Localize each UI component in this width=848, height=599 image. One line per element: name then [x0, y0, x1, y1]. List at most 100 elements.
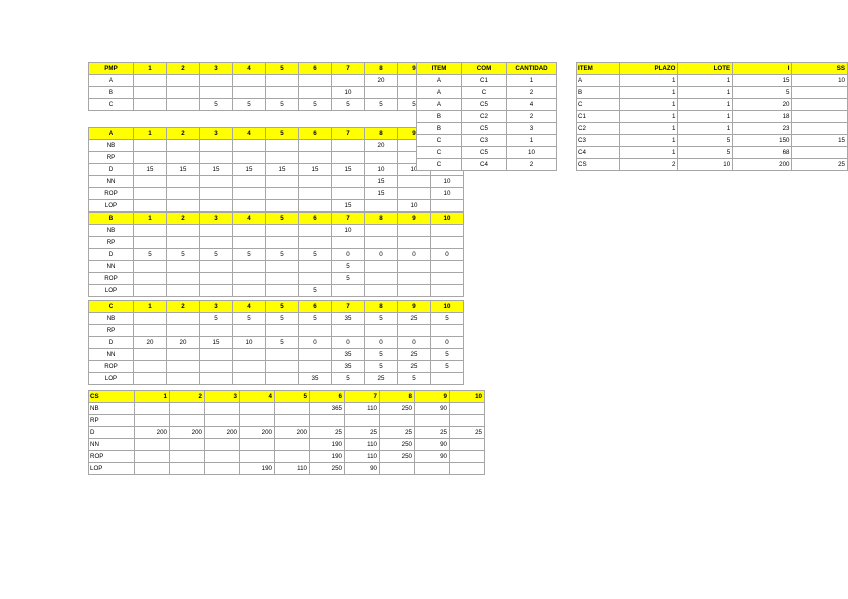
cell-nb-p2[interactable] [166, 139, 200, 152]
cell-nn-p8[interactable]: 250 [379, 438, 415, 451]
cell-r5-i[interactable]: 23 [732, 122, 793, 135]
cell-rop-p5[interactable] [265, 187, 299, 200]
cell-r3-com[interactable]: C5 [461, 98, 507, 111]
cell-d-p4[interactable]: 10 [232, 336, 266, 349]
cell-rp-p9[interactable] [397, 236, 431, 249]
cell-r1-i[interactable]: 15 [732, 74, 793, 87]
cell-nb-p5[interactable]: 5 [265, 312, 299, 325]
cell-rp-p10[interactable] [430, 324, 464, 337]
cell-rop-p2[interactable] [166, 272, 200, 285]
cell-r4-plazo[interactable]: 1 [618, 110, 679, 123]
cell-r2-lote[interactable]: 1 [677, 86, 734, 99]
cell-d-p8[interactable]: 0 [364, 336, 398, 349]
cell-lop-p6[interactable] [298, 199, 332, 212]
cell-c-p2[interactable] [166, 98, 200, 111]
cell-d-p2[interactable]: 5 [166, 248, 200, 261]
cell-r8-lote[interactable]: 10 [677, 158, 734, 171]
cell-r7-item[interactable]: C4 [576, 146, 620, 159]
cell-nb-p5[interactable] [265, 224, 299, 237]
cell-d-p5[interactable]: 200 [274, 426, 310, 439]
cell-rp-p7[interactable] [331, 151, 365, 164]
cell-d-p6[interactable]: 25 [309, 426, 345, 439]
cell-r5-lote[interactable]: 1 [677, 122, 734, 135]
cell-nb-p9[interactable]: 90 [414, 402, 450, 415]
cell-a-p7[interactable] [331, 74, 365, 87]
cell-lop-p7[interactable]: 5 [331, 372, 365, 385]
cell-rop-p3[interactable] [199, 272, 233, 285]
table-item-a[interactable]: A12345678910NB2010RPD1515151515151510101… [88, 127, 464, 212]
cell-r6-ss[interactable]: 15 [791, 134, 848, 147]
cell-rp-p1[interactable] [133, 324, 167, 337]
cell-c-p6[interactable]: 5 [298, 98, 332, 111]
cell-rop-p7[interactable]: 35 [331, 360, 365, 373]
cell-rop-p9[interactable]: 90 [414, 450, 450, 463]
cell-nn-p1[interactable] [134, 438, 170, 451]
cell-nn-p1[interactable] [133, 348, 167, 361]
cell-b-p8[interactable] [364, 86, 398, 99]
cell-rop-p8[interactable]: 5 [364, 360, 398, 373]
cell-lop-p10[interactable] [430, 372, 464, 385]
table-pmp[interactable]: PMP12345678910A2010B10C55555555 [88, 62, 464, 111]
cell-rp-p4[interactable] [232, 236, 266, 249]
cell-nn-p9[interactable]: 25 [397, 348, 431, 361]
cell-rp-p8[interactable] [364, 236, 398, 249]
cell-d-p2[interactable]: 15 [166, 163, 200, 176]
cell-r3-item[interactable]: A [416, 98, 462, 111]
cell-d-p5[interactable]: 15 [265, 163, 299, 176]
cell-d-p6[interactable]: 15 [298, 163, 332, 176]
cell-d-p9[interactable]: 0 [397, 248, 431, 261]
cell-r5-cantidad[interactable]: 3 [506, 122, 557, 135]
cell-d-p1[interactable]: 200 [134, 426, 170, 439]
cell-rp-p4[interactable] [232, 324, 266, 337]
cell-a-p1[interactable] [133, 74, 167, 87]
cell-d-p10[interactable]: 25 [449, 426, 485, 439]
cell-d-p2[interactable]: 20 [166, 336, 200, 349]
cell-d-p4[interactable]: 5 [232, 248, 266, 261]
cell-nn-p10[interactable] [449, 438, 485, 451]
cell-nb-p7[interactable]: 110 [344, 402, 380, 415]
cell-nb-p6[interactable] [298, 224, 332, 237]
cell-rop-p4[interactable] [239, 450, 275, 463]
cell-nn-p5[interactable] [265, 175, 299, 188]
cell-d-p9[interactable]: 0 [397, 336, 431, 349]
cell-lop-p4[interactable] [232, 372, 266, 385]
cell-nn-p3[interactable] [204, 438, 240, 451]
cell-nb-p10[interactable] [449, 402, 485, 415]
cell-nn-p6[interactable]: 190 [309, 438, 345, 451]
cell-rp-p5[interactable] [265, 236, 299, 249]
cell-r7-com[interactable]: C5 [461, 146, 507, 159]
cell-rop-p5[interactable] [265, 360, 299, 373]
cell-rp-p2[interactable] [166, 151, 200, 164]
cell-rp-p3[interactable] [199, 236, 233, 249]
cell-rp-p4[interactable] [232, 151, 266, 164]
cell-b-p3[interactable] [199, 86, 233, 99]
table-item-c[interactable]: C 1 2 3 4 5 6 7 8 9 10 NB 5 5 5 5 35 5 25 5 RP D 20 20 15 10 5 0 0 0 0… [88, 300, 464, 385]
cell-r4-item[interactable]: C1 [576, 110, 620, 123]
cell-lop-p6[interactable]: 5 [298, 284, 332, 297]
cell-c-p7[interactable]: 5 [331, 98, 365, 111]
cell-lop-p8[interactable] [364, 284, 398, 297]
cell-rop-p1[interactable] [133, 187, 167, 200]
cell-rp-p6[interactable] [298, 151, 332, 164]
cell-rp-p9[interactable] [414, 414, 450, 427]
cell-rp-p8[interactable] [379, 414, 415, 427]
cell-rp-p2[interactable] [166, 236, 200, 249]
cell-nn-p3[interactable] [199, 175, 233, 188]
cell-nn-p10[interactable] [430, 260, 464, 273]
cell-r4-i[interactable]: 18 [732, 110, 793, 123]
cell-lop-p1[interactable] [133, 199, 167, 212]
cell-lop-p5[interactable] [265, 372, 299, 385]
cell-lop-p1[interactable] [133, 372, 167, 385]
cell-r7-cantidad[interactable]: 10 [506, 146, 557, 159]
cell-nn-p6[interactable] [298, 348, 332, 361]
cell-nb-p3[interactable] [199, 224, 233, 237]
cell-nb-p8[interactable]: 5 [364, 312, 398, 325]
cell-r3-item[interactable]: C [576, 98, 620, 111]
cell-d-p3[interactable]: 200 [204, 426, 240, 439]
cell-r6-plazo[interactable]: 1 [618, 134, 679, 147]
cell-r6-item[interactable]: C3 [576, 134, 620, 147]
cell-rp-p10[interactable] [430, 236, 464, 249]
cell-nb-p10[interactable] [430, 224, 464, 237]
cell-r1-plazo[interactable]: 1 [618, 74, 679, 87]
cell-nn-p9[interactable]: 90 [414, 438, 450, 451]
